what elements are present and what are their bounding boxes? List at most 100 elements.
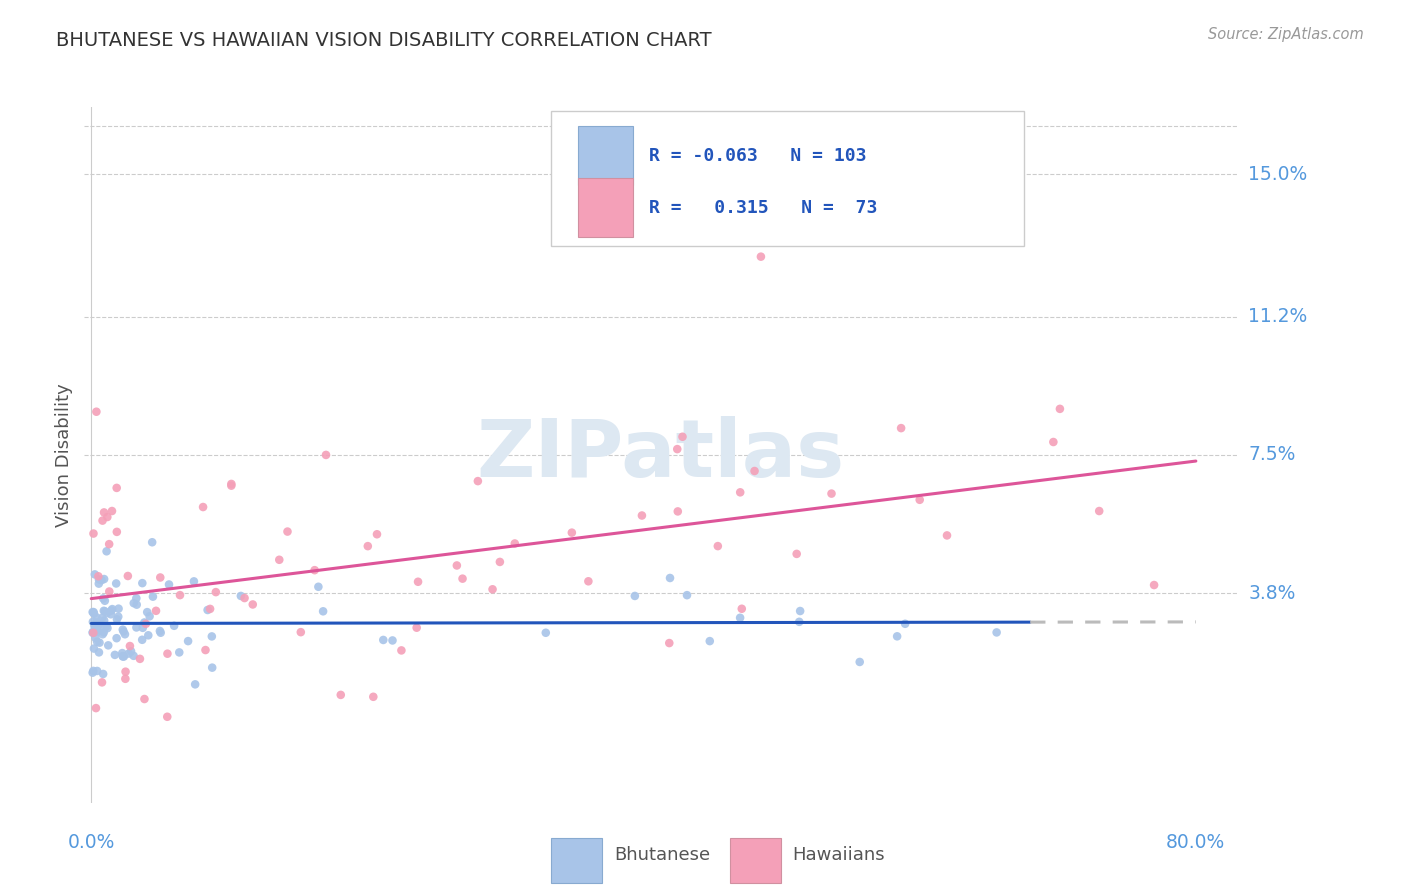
Point <box>84 618 107 632</box>
Point <box>233 591 256 605</box>
Point <box>94 594 117 608</box>
Point <box>111 649 134 664</box>
Point <box>671 430 693 444</box>
Point <box>789 604 811 618</box>
Text: 3.8%: 3.8% <box>1249 584 1296 603</box>
Point <box>112 624 135 639</box>
Point <box>96 621 118 635</box>
Point <box>503 536 526 550</box>
Point <box>728 611 751 625</box>
Point <box>84 631 107 645</box>
Point <box>82 624 104 639</box>
Point <box>149 570 172 584</box>
Point <box>91 627 114 641</box>
Point <box>156 710 179 724</box>
Text: Hawaiians: Hawaiians <box>793 846 886 864</box>
Text: BHUTANESE VS HAWAIIAN VISION DISABILITY CORRELATION CHART: BHUTANESE VS HAWAIIAN VISION DISABILITY … <box>56 31 711 50</box>
Point <box>86 615 108 630</box>
Point <box>183 574 205 589</box>
Point <box>304 563 326 577</box>
Text: Bhutanese: Bhutanese <box>614 846 710 864</box>
Point <box>89 635 111 649</box>
Point <box>107 609 129 624</box>
Point <box>118 647 141 661</box>
Point <box>561 525 583 540</box>
Point <box>91 611 114 625</box>
Point <box>184 677 207 691</box>
Point <box>96 510 118 524</box>
Point <box>107 601 129 615</box>
Point <box>1049 401 1071 416</box>
Point <box>122 596 145 610</box>
Point <box>86 634 108 648</box>
Point <box>894 616 917 631</box>
Point <box>728 485 751 500</box>
Point <box>787 615 810 629</box>
Point <box>131 632 153 647</box>
Point <box>105 481 128 495</box>
Point <box>87 624 110 639</box>
Point <box>86 610 108 624</box>
Point <box>242 598 264 612</box>
Point <box>631 508 654 523</box>
Point <box>405 621 427 635</box>
Point <box>97 638 120 652</box>
Point <box>489 555 512 569</box>
Point <box>201 660 224 674</box>
Point <box>87 576 110 591</box>
Point <box>125 591 148 606</box>
Point <box>105 576 128 591</box>
Point <box>82 605 104 619</box>
Point <box>666 504 689 518</box>
Point <box>205 585 228 599</box>
Point <box>86 664 108 678</box>
Point <box>658 636 681 650</box>
Point <box>86 405 108 419</box>
Point <box>132 621 155 635</box>
Point <box>98 584 121 599</box>
Point <box>91 675 114 690</box>
Point <box>83 641 105 656</box>
Point <box>125 620 148 634</box>
Point <box>373 632 395 647</box>
Point <box>82 625 104 640</box>
Point <box>707 539 730 553</box>
Point <box>142 590 165 604</box>
Point <box>93 604 115 618</box>
Point <box>87 572 110 586</box>
Point <box>936 528 959 542</box>
Point <box>93 625 115 640</box>
Point <box>191 500 214 514</box>
Point <box>87 645 110 659</box>
Point <box>229 589 252 603</box>
Point <box>908 492 931 507</box>
Point <box>114 665 136 679</box>
Point <box>366 527 388 541</box>
Point <box>624 589 647 603</box>
Point <box>141 535 163 549</box>
Point <box>120 644 142 658</box>
Point <box>163 619 186 633</box>
Point <box>105 524 128 539</box>
Point <box>117 569 139 583</box>
Point <box>101 504 124 518</box>
Point <box>749 250 772 264</box>
Point <box>87 616 110 631</box>
Point <box>276 524 298 539</box>
Point <box>290 625 312 640</box>
Point <box>177 634 200 648</box>
Point <box>312 604 335 618</box>
Text: R =   0.315   N =  73: R = 0.315 N = 73 <box>650 199 877 217</box>
Point <box>100 603 122 617</box>
Point <box>83 625 105 640</box>
Point <box>576 574 599 589</box>
Point <box>157 577 180 591</box>
Point <box>114 627 136 641</box>
Point <box>125 598 148 612</box>
Point <box>94 620 117 634</box>
Point <box>269 553 291 567</box>
Point <box>197 603 219 617</box>
Point <box>104 648 127 662</box>
Text: Source: ZipAtlas.com: Source: ZipAtlas.com <box>1208 27 1364 42</box>
Point <box>83 567 105 582</box>
